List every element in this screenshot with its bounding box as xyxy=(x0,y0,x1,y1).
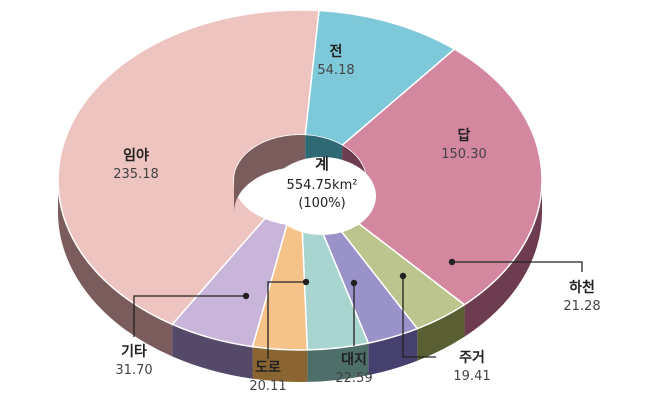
slice-labels: 전 54.18 답 150.30 하천 21.28 주거 19.41 대지 22.59 도로 20.1… xyxy=(113,43,600,394)
slice-label-value: 22.59 xyxy=(335,371,372,386)
slice-side-6 xyxy=(172,324,253,379)
slice-side-7 xyxy=(58,180,173,357)
slice-side-4 xyxy=(307,343,369,382)
donut-top-layer xyxy=(57,9,543,351)
donut-depth-layer xyxy=(58,180,542,382)
slice-label-name: 도로 xyxy=(255,360,281,376)
leader-dot-5 xyxy=(302,278,310,286)
slice-label-name: 기타 xyxy=(121,344,147,360)
leader-dot-4 xyxy=(350,279,358,287)
center-label: 계 xyxy=(315,155,329,173)
leader-dot-6 xyxy=(242,292,250,300)
leader-line-2 xyxy=(452,261,583,272)
slice-side-3 xyxy=(368,328,418,376)
donut-hole xyxy=(234,135,376,235)
leader-line-5 xyxy=(267,281,306,359)
slice-label-value: 54.18 xyxy=(317,63,354,78)
slice-side-2 xyxy=(417,304,465,361)
slice-label-value: 31.70 xyxy=(115,363,152,378)
leader-line-6 xyxy=(133,295,246,337)
center-hole xyxy=(268,157,376,235)
center-total-value: 554.75km² xyxy=(287,178,358,193)
leader-line-3 xyxy=(402,276,436,358)
leader-dot-3 xyxy=(399,272,407,280)
slice-side-5 xyxy=(252,346,308,382)
slice-label-value: 19.41 xyxy=(453,369,490,384)
slice-label-name: 주거 xyxy=(459,350,485,366)
leader-dot-2 xyxy=(448,258,456,266)
slice-label-name: 하천 xyxy=(569,279,595,296)
slice-label-name: 답 xyxy=(458,127,471,144)
slice-label-name: 대지 xyxy=(341,352,367,368)
slice-label-name: 임야 xyxy=(123,147,149,164)
slice-label-value: 20.11 xyxy=(249,379,286,394)
leader-lines xyxy=(133,258,583,359)
slice-inner-wall-7 xyxy=(234,135,306,212)
slice-label-value: 150.30 xyxy=(441,147,487,162)
center-total-percent: (100%) xyxy=(298,196,345,211)
slice-side-1 xyxy=(464,180,542,337)
slice-label-value: 235.18 xyxy=(113,167,159,182)
slice-label-name: 전 xyxy=(330,43,343,60)
slice-label-value: 21.28 xyxy=(563,299,600,314)
center-total: 계 554.75km² (100%) xyxy=(287,155,358,211)
